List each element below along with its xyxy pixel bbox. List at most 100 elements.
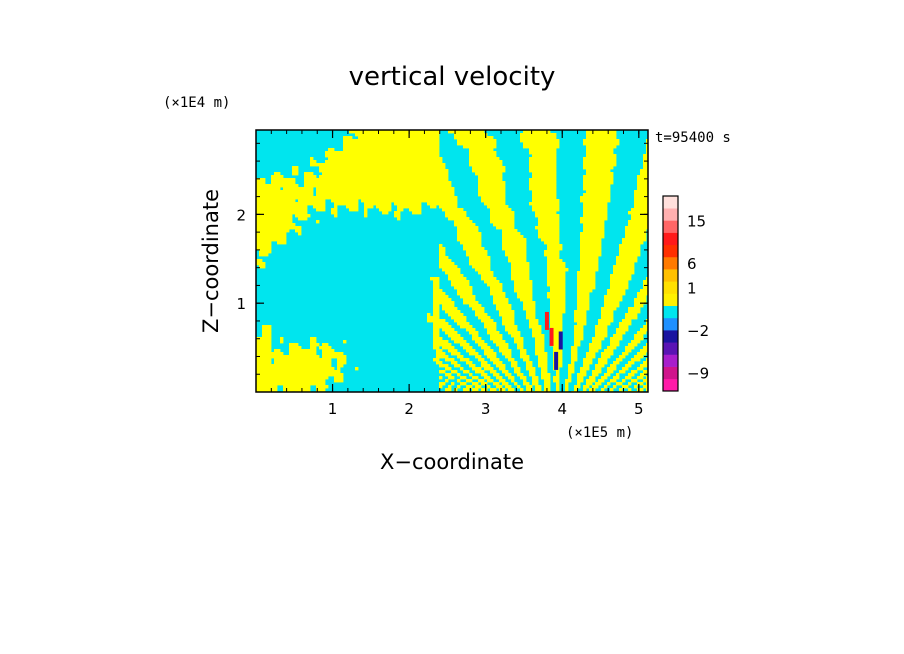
field-cell-positive (436, 145, 440, 149)
field-cell-positive (448, 388, 452, 392)
field-cell-positive (529, 310, 533, 314)
field-cell-positive (550, 139, 554, 143)
field-cell-positive (610, 304, 614, 308)
field-cell-positive (592, 226, 596, 230)
field-cell-positive (574, 352, 578, 356)
field-cell-positive (601, 196, 605, 200)
field-cell-positive (595, 244, 599, 248)
field-cell-positive (412, 151, 416, 155)
field-cell-positive (604, 136, 608, 140)
field-cell-positive (445, 379, 449, 383)
field-cell-positive (268, 247, 272, 251)
field-cell-positive (436, 139, 440, 143)
field-cell-positive (598, 199, 602, 203)
field-cell-positive (304, 196, 308, 200)
field-cell-positive (484, 262, 488, 266)
field-cell-positive (406, 178, 410, 182)
field-cell-positive (310, 175, 314, 179)
field-cell-positive (646, 358, 648, 362)
field-cell-positive (430, 190, 434, 194)
field-cell-positive (469, 133, 473, 137)
field-cell-positive (580, 286, 584, 290)
field-cell-positive (586, 166, 590, 170)
field-cell-positive (313, 382, 317, 386)
field-cell-positive (391, 175, 395, 179)
field-cell-positive (442, 298, 446, 302)
field-cell-positive (595, 130, 599, 134)
field-cell-positive (406, 157, 410, 161)
field-cell-positive (397, 205, 401, 209)
field-cell-positive (391, 184, 395, 188)
field-cell-positive (280, 184, 284, 188)
field-cell-positive (334, 205, 338, 209)
field-cell-positive (319, 388, 323, 392)
field-cell-positive (598, 217, 602, 221)
field-cell-positive (595, 157, 599, 161)
field-cell-positive (550, 163, 554, 167)
field-cell-positive (571, 352, 575, 356)
field-cell-positive (499, 310, 503, 314)
field-cell-positive (433, 343, 437, 347)
field-cell-positive (508, 232, 512, 236)
field-cell-positive (409, 130, 413, 134)
field-cell-positive (415, 145, 419, 149)
field-cell-positive (283, 220, 287, 224)
field-cell-positive (343, 340, 347, 344)
field-cell-positive (292, 226, 296, 230)
field-cell-positive (472, 151, 476, 155)
field-cell-positive (478, 163, 482, 167)
field-cell-positive (469, 295, 473, 299)
field-cell-positive (307, 172, 311, 176)
field-cell-positive (490, 220, 494, 224)
field-cell-positive (346, 166, 350, 170)
field-cell-positive (496, 211, 500, 215)
field-cell-positive (406, 190, 410, 194)
field-cell-positive (583, 202, 587, 206)
field-cell-positive (301, 367, 305, 371)
field-cell-positive (466, 346, 470, 350)
field-cell-positive (586, 262, 590, 266)
field-cell-positive (451, 307, 455, 311)
field-cell-positive (559, 316, 563, 320)
field-cell-positive (475, 151, 479, 155)
field-cell-positive (613, 286, 617, 290)
field-cell-positive (307, 364, 311, 368)
field-cell-positive (511, 211, 515, 215)
field-cell-positive (628, 343, 632, 347)
field-cell-positive (481, 169, 485, 173)
field-cell-positive (610, 181, 614, 185)
field-cell-positive (577, 286, 581, 290)
field-cell-positive (613, 304, 617, 308)
field-cell-positive (436, 337, 440, 341)
field-cell-positive (406, 205, 410, 209)
field-cell-positive (475, 388, 479, 392)
field-cell-positive (502, 208, 506, 212)
field-cell-positive (538, 202, 542, 206)
field-cell-positive (268, 199, 272, 203)
field-cell-positive (292, 370, 296, 374)
field-cell-positive (436, 157, 440, 161)
field-cell-positive (340, 184, 344, 188)
field-cell-positive (631, 361, 635, 365)
field-cell-positive (520, 265, 524, 269)
field-cell-positive (532, 367, 536, 371)
field-cell-positive (370, 181, 374, 185)
field-cell-positive (316, 202, 320, 206)
field-cell-positive (346, 202, 350, 206)
field-cell-positive (577, 307, 581, 311)
field-cell-positive (271, 202, 275, 206)
field-cell-positive (493, 295, 497, 299)
field-cell-positive (316, 361, 320, 365)
field-cell-positive (289, 178, 293, 182)
field-cell-positive (568, 373, 572, 377)
field-cell-positive (298, 376, 302, 380)
field-cell-positive (340, 172, 344, 176)
field-cell-positive (397, 196, 401, 200)
field-cell-positive (547, 265, 551, 269)
field-cell-positive (553, 265, 557, 269)
field-cell-positive (583, 298, 587, 302)
field-cell-positive (607, 298, 611, 302)
field-cell-positive (364, 184, 368, 188)
field-cell-positive (463, 226, 467, 230)
field-cell-positive (403, 202, 407, 206)
